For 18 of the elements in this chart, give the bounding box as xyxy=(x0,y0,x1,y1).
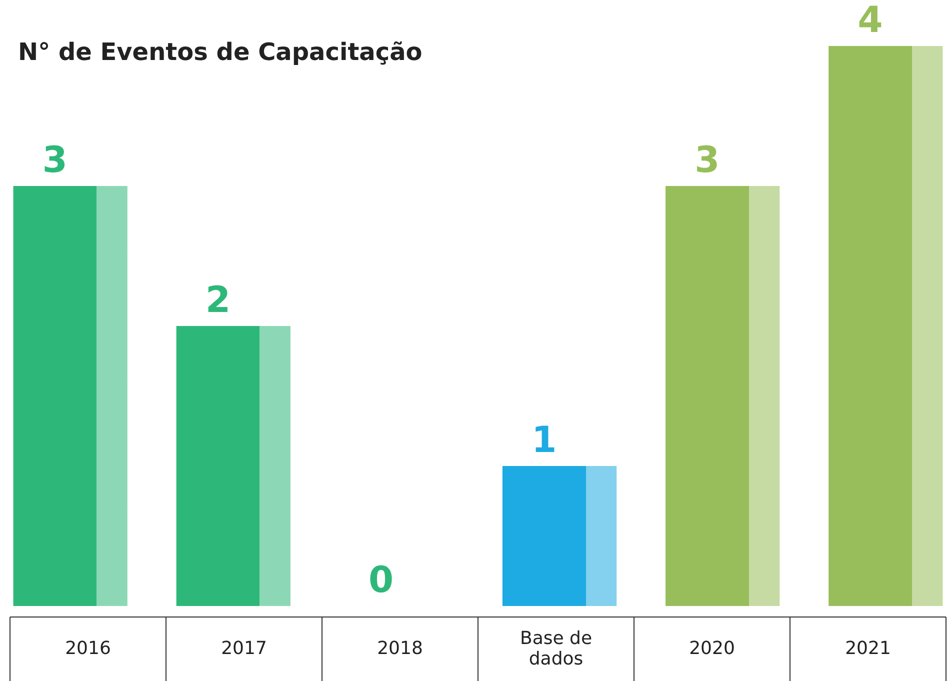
data-label: 2 xyxy=(205,280,231,321)
bar xyxy=(13,186,128,606)
chart-title: N° de Eventos de Capacitação xyxy=(18,38,422,66)
x-tick-label: 2017 xyxy=(221,638,267,659)
data-label: 0 xyxy=(368,560,394,601)
data-label: 3 xyxy=(42,140,68,181)
bar xyxy=(666,186,780,606)
bar xyxy=(176,326,290,606)
bar xyxy=(502,466,617,606)
data-label: 1 xyxy=(532,420,557,461)
bar xyxy=(828,46,943,606)
x-tick-label: 2016 xyxy=(65,638,111,659)
x-tick-label: 2021 xyxy=(845,638,891,659)
x-tick-label: 2018 xyxy=(377,638,423,659)
data-label: 3 xyxy=(694,140,720,181)
x-tick-label: 2020 xyxy=(689,638,735,659)
x-tick-label: Base de dados xyxy=(520,628,592,670)
data-label: 4 xyxy=(858,0,883,41)
